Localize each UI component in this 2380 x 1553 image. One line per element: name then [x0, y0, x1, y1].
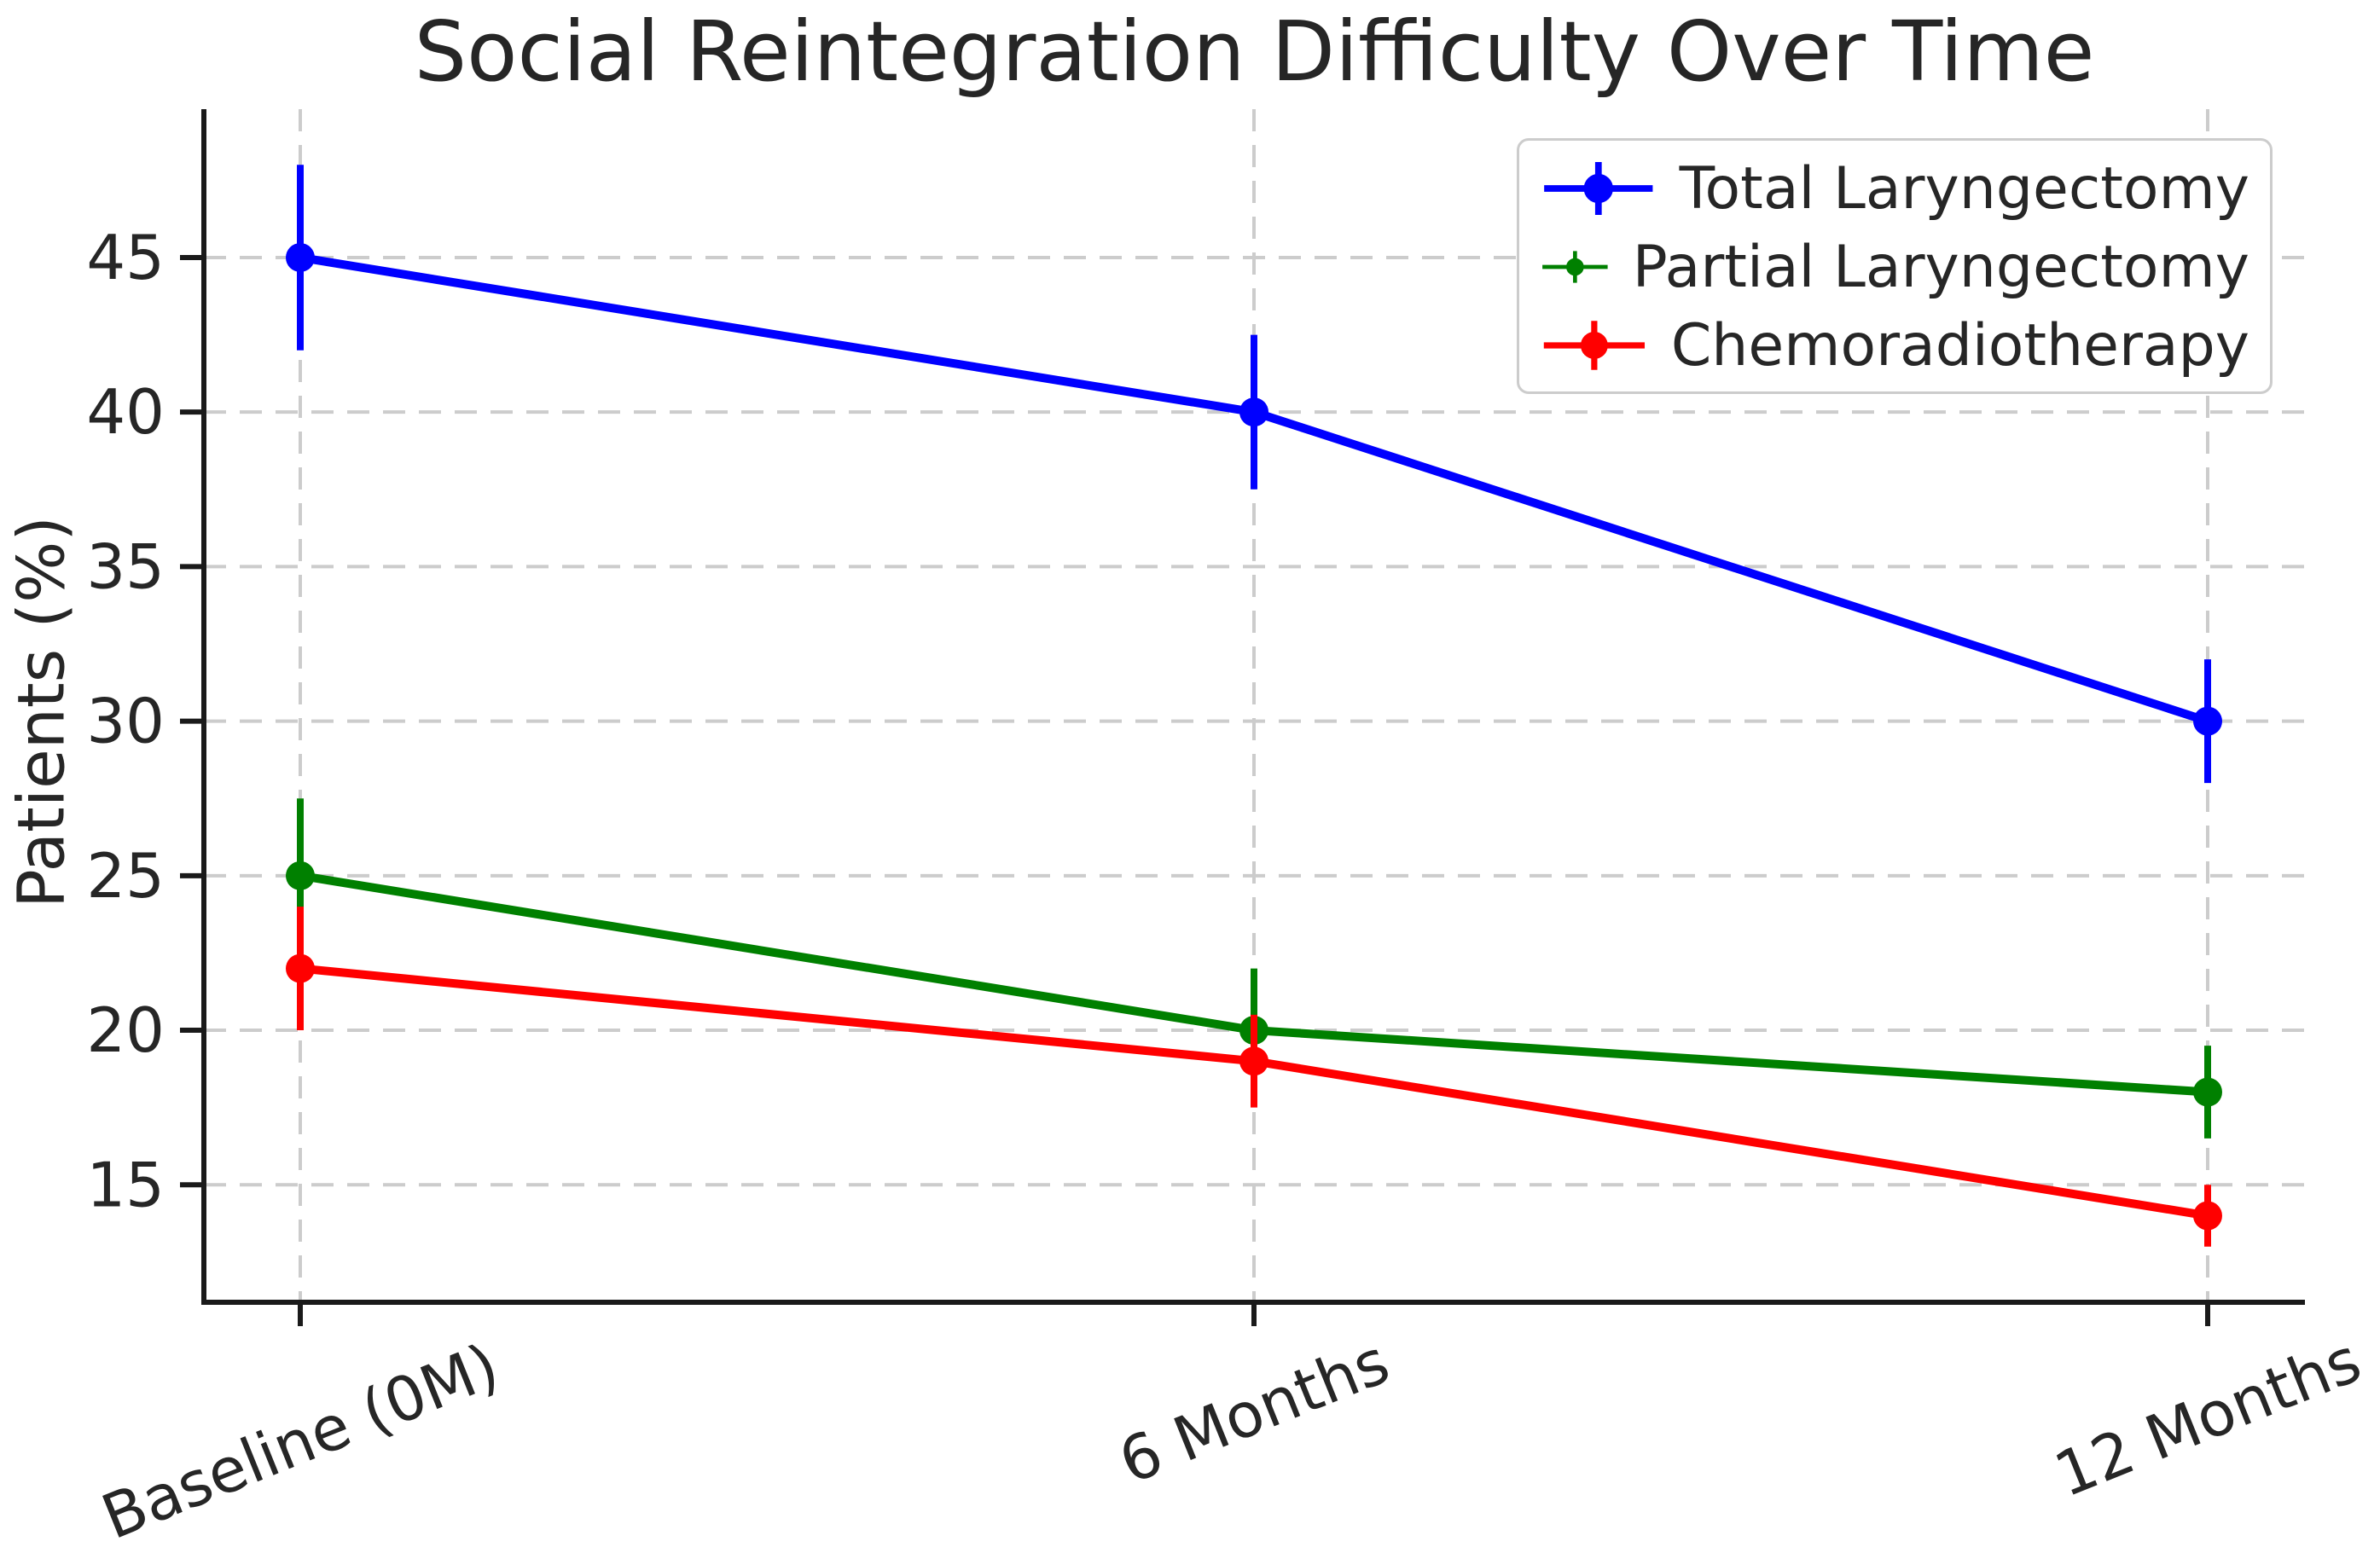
- y-tick-label-45: 45: [86, 222, 165, 293]
- y-tick-label-35: 35: [86, 530, 165, 602]
- data-point-chemoradiotherapy-2: [2193, 1201, 2222, 1231]
- legend-label: Chemoradiotherapy: [1670, 311, 2249, 380]
- y-tick-label-40: 40: [86, 376, 165, 448]
- data-point-chemoradiotherapy-0: [286, 953, 315, 983]
- legend-row-chemoradiotherapy: Chemoradiotherapy: [1540, 306, 2249, 385]
- errorbar-marker-icon: [1543, 321, 1646, 370]
- data-point-chemoradiotherapy-1: [1239, 1046, 1268, 1076]
- legend: Total Laryngectomy Partial Laryngectomy …: [1517, 138, 2273, 394]
- data-point-partial-laryngectomy-2: [2193, 1077, 2222, 1107]
- legend-row-total-laryngectomy: Total Laryngectomy: [1540, 149, 2249, 228]
- data-point-total-laryngectomy-2: [2193, 706, 2222, 736]
- y-tick-label-20: 20: [86, 994, 165, 1066]
- y-tick-label-30: 30: [86, 686, 165, 757]
- data-point-total-laryngectomy-1: [1239, 397, 1268, 427]
- legend-label: Partial Laryngectomy: [1632, 233, 2249, 301]
- legend-label: Total Laryngectomy: [1679, 154, 2249, 223]
- chart-title: Social Reintegration Difficulty Over Tim…: [414, 3, 2095, 100]
- data-point-partial-laryngectomy-0: [286, 861, 315, 890]
- errorbar-marker-icon: [1544, 162, 1653, 215]
- y-tick-label-25: 25: [86, 840, 165, 912]
- data-point-total-laryngectomy-0: [286, 242, 315, 272]
- y-tick-label-15: 15: [86, 1149, 165, 1220]
- errorbar-marker-icon: [1542, 251, 1608, 283]
- legend-row-partial-laryngectomy: Partial Laryngectomy: [1540, 228, 2249, 306]
